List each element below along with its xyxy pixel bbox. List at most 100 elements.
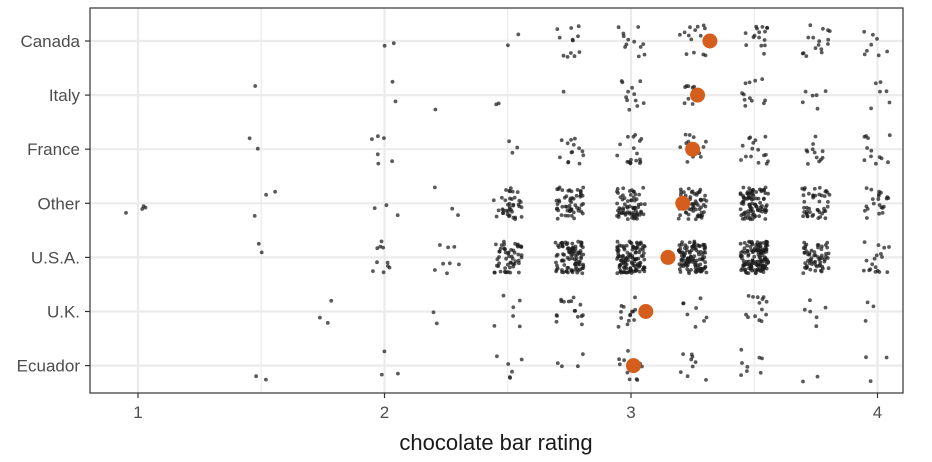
rating-point [750, 258, 755, 263]
rating-point [617, 357, 621, 362]
rating-point [396, 371, 400, 376]
rating-point [862, 29, 867, 34]
rating-point [869, 106, 873, 111]
rating-point [385, 260, 390, 265]
rating-point [375, 152, 380, 157]
rating-point [823, 305, 828, 310]
rating-point [630, 309, 634, 314]
rating-point [621, 186, 626, 191]
rating-point [747, 136, 751, 141]
rating-point [739, 373, 743, 377]
rating-point [554, 319, 559, 324]
rating-point [762, 38, 767, 42]
rating-point [694, 258, 699, 263]
rating-point [698, 296, 703, 301]
rating-point [679, 253, 684, 258]
rating-point [759, 268, 764, 273]
rating-point [745, 249, 750, 254]
rating-point [496, 264, 501, 269]
rating-point [124, 211, 128, 215]
rating-point [623, 45, 627, 49]
rating-point [494, 242, 498, 247]
rating-point [806, 162, 810, 166]
rating-point [509, 254, 514, 259]
rating-point [255, 146, 260, 151]
rating-point [870, 262, 875, 267]
rating-point [878, 89, 882, 94]
rating-point [627, 377, 632, 382]
rating-point [686, 212, 691, 217]
rating-point [507, 375, 512, 379]
rating-point [631, 134, 636, 139]
rating-point [821, 26, 825, 31]
rating-point [746, 294, 751, 298]
rating-point [887, 245, 891, 249]
rating-point [578, 189, 583, 194]
rating-point [819, 47, 824, 51]
rating-point [758, 370, 763, 375]
rating-point [441, 261, 445, 266]
rating-point [639, 209, 643, 214]
rating-point [625, 370, 630, 375]
rating-point [637, 269, 642, 274]
rating-point [641, 42, 646, 46]
rating-point [807, 206, 812, 211]
rating-point [621, 31, 626, 36]
rating-point [254, 374, 258, 379]
rating-point [557, 199, 562, 204]
x-tick-label: 4 [873, 403, 882, 422]
rating-point [762, 196, 766, 201]
rating-point [810, 262, 814, 266]
rating-point [691, 258, 696, 262]
rating-point [683, 132, 688, 137]
rating-point [678, 32, 682, 37]
rating-point [685, 312, 690, 317]
rating-point [497, 261, 501, 266]
rating-point [636, 54, 641, 59]
rating-point [812, 250, 817, 254]
rating-point [264, 377, 268, 382]
rating-point [575, 270, 580, 275]
rating-point [247, 136, 252, 141]
rating-point [863, 319, 868, 323]
rating-point [698, 155, 703, 159]
rating-point [510, 150, 515, 155]
rating-point [698, 33, 703, 38]
rating-point [579, 240, 584, 245]
rating-point [753, 214, 758, 219]
rating-point [578, 302, 583, 307]
rating-point [511, 305, 516, 310]
rating-point [577, 161, 582, 166]
rating-point [814, 93, 819, 98]
rating-point [519, 255, 524, 260]
rating-point [562, 263, 567, 267]
rating-point [817, 199, 822, 204]
rating-point [141, 204, 146, 209]
rating-point [516, 258, 521, 263]
rating-point [678, 370, 683, 374]
rating-point [760, 77, 765, 81]
rating-point [743, 31, 748, 35]
rating-point [625, 98, 629, 103]
rating-point [685, 374, 690, 379]
rating-point [491, 198, 496, 203]
rating-point [676, 216, 681, 221]
rating-point [560, 188, 565, 193]
rating-point [753, 202, 757, 207]
rating-point [579, 314, 584, 319]
rating-point [506, 43, 510, 48]
rating-point [703, 204, 708, 209]
rating-point [626, 37, 631, 42]
rating-point [865, 207, 870, 211]
rating-point [554, 267, 559, 272]
rating-point [757, 30, 762, 35]
rating-point [679, 242, 684, 247]
rating-point [569, 26, 574, 30]
rating-point [823, 216, 828, 221]
rating-point [808, 309, 813, 314]
rating-point [501, 211, 505, 216]
rating-point [743, 267, 748, 272]
rating-point [621, 305, 626, 309]
rating-point [826, 37, 831, 42]
mean-marker [660, 249, 676, 265]
